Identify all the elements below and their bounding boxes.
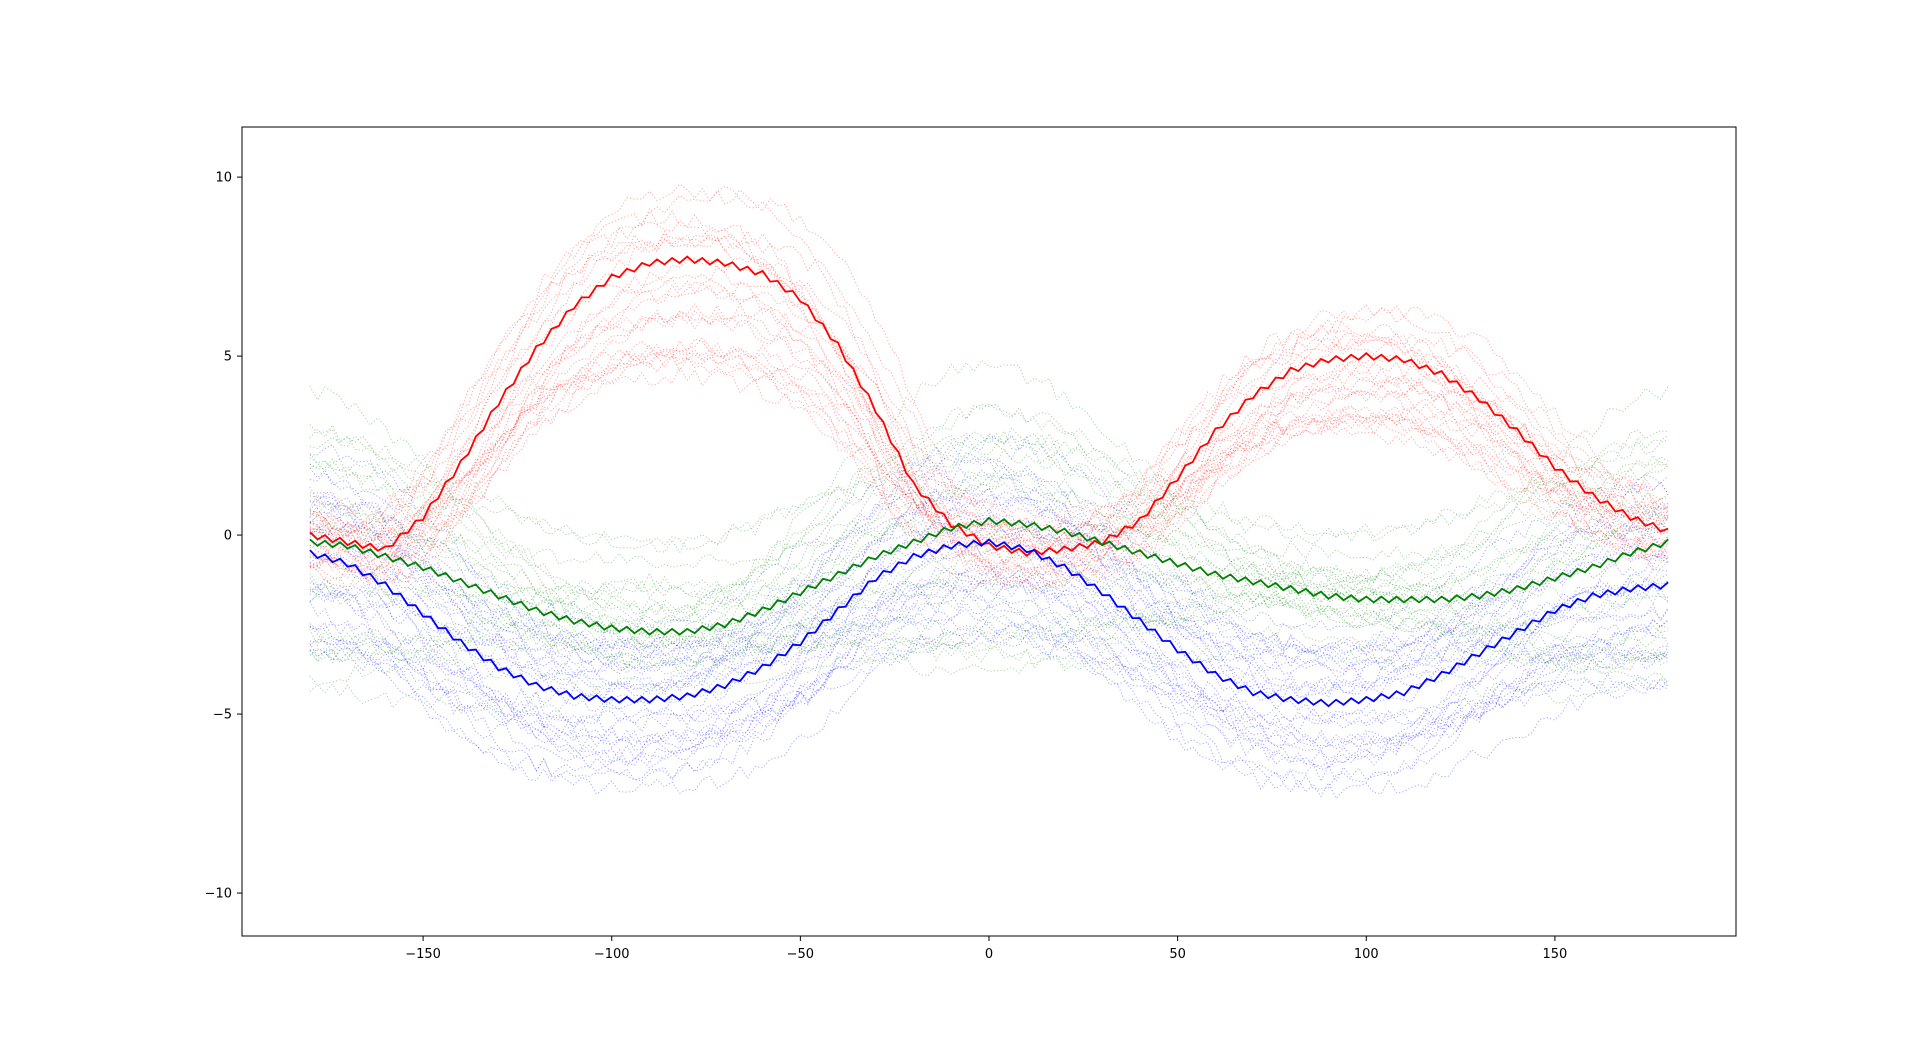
sample-curve <box>309 337 1669 544</box>
sample-curve <box>309 451 1669 635</box>
sample-curve <box>309 566 1669 751</box>
x-axis-ticks: −150 −100 −50 0 50 100 150 <box>405 936 1567 962</box>
sample-curve <box>309 427 1669 650</box>
sample-curve <box>309 482 1669 670</box>
sample-curve <box>309 447 1669 550</box>
sample-curve <box>309 620 1669 800</box>
sample-curve <box>309 281 1669 559</box>
x-tick-label: 150 <box>1542 947 1567 962</box>
sample-curve <box>309 520 1669 761</box>
sample-curve <box>309 457 1669 694</box>
sample-curve <box>309 265 1669 593</box>
mean-curves <box>309 255 1669 708</box>
sample-curve <box>309 430 1669 651</box>
series-line <box>309 255 1669 558</box>
sample-curve <box>309 517 1669 569</box>
faint-sample-curves <box>309 183 1669 800</box>
series-line <box>309 516 1669 636</box>
sample-curve <box>309 487 1669 655</box>
sample-curve <box>309 577 1669 668</box>
y-tick-label: 0 <box>224 529 232 544</box>
sample-curve <box>309 520 1669 657</box>
x-tick-label: −50 <box>787 947 814 962</box>
sample-curve <box>309 237 1669 571</box>
sample-curve <box>309 639 1669 716</box>
series-line <box>309 538 1669 708</box>
sample-curve <box>309 349 1669 580</box>
sample-curve <box>309 403 1669 617</box>
sample-curve <box>309 403 1669 619</box>
sample-curve <box>309 597 1669 669</box>
sample-curve <box>309 602 1669 750</box>
y-tick-label: −5 <box>213 708 232 723</box>
x-tick-label: −100 <box>594 947 630 962</box>
sample-curve <box>309 183 1669 577</box>
sample-curve <box>309 547 1669 669</box>
sample-curve <box>309 355 1669 566</box>
sample-curve <box>309 432 1669 674</box>
sample-curve <box>309 464 1669 669</box>
y-tick-label: −10 <box>205 887 232 902</box>
sample-curve <box>309 310 1669 590</box>
x-tick-label: −150 <box>405 947 441 962</box>
y-axis-ticks: −10 −5 0 5 10 <box>205 171 242 902</box>
sample-curve <box>309 516 1669 783</box>
sample-curve <box>309 472 1669 647</box>
sample-curve <box>309 568 1669 617</box>
sample-curve <box>309 495 1669 745</box>
sample-curve <box>309 597 1669 673</box>
sample-curve <box>309 616 1669 680</box>
sample-curve <box>309 587 1669 650</box>
sample-curve <box>309 302 1669 533</box>
sample-curve <box>309 440 1669 622</box>
sample-curve <box>309 285 1669 583</box>
sample-curve <box>309 359 1669 636</box>
sample-curve <box>309 366 1669 578</box>
sample-curve <box>309 207 1669 551</box>
sample-curve <box>309 528 1669 675</box>
sample-curve <box>309 277 1669 544</box>
sample-curve <box>309 189 1669 553</box>
sample-curve <box>309 349 1669 552</box>
y-tick-label: 10 <box>215 171 232 186</box>
x-tick-label: 50 <box>1169 947 1186 962</box>
sample-curve <box>309 312 1669 518</box>
sample-curve <box>309 466 1669 699</box>
x-tick-label: 100 <box>1354 947 1379 962</box>
sample-curve <box>309 572 1669 747</box>
sample-curve <box>309 471 1669 630</box>
sample-curve <box>309 568 1669 733</box>
x-tick-label: 0 <box>985 947 993 962</box>
sample-curve <box>309 631 1669 730</box>
sample-curve <box>309 608 1669 706</box>
sample-curve <box>309 564 1669 790</box>
sample-curve <box>309 540 1669 679</box>
sample-curve <box>309 354 1669 533</box>
sample-curve <box>309 594 1669 693</box>
y-tick-label: 5 <box>224 350 232 365</box>
sample-curve <box>309 590 1669 779</box>
sample-curve <box>309 589 1669 672</box>
sample-curve <box>309 565 1669 664</box>
